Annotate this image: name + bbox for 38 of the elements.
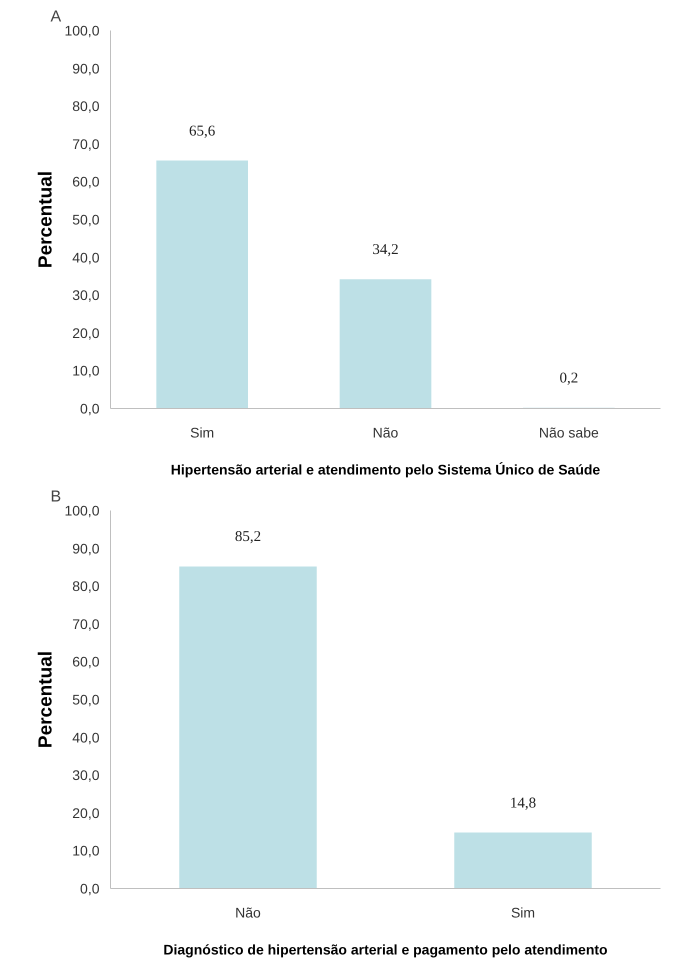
y-axis-title: Percentual [35, 650, 56, 748]
y-tick-label: 0,0 [80, 880, 100, 896]
y-tick-label: 60,0 [72, 174, 100, 190]
y-tick-label: 40,0 [72, 729, 100, 746]
y-tick-label: 20,0 [72, 324, 100, 341]
x-axis-title: Hipertensão arterial e atendimento pelo Sistema Único de Saúde [170, 462, 600, 478]
y-tick-label: 70,0 [72, 136, 100, 152]
data-label: 65,6 [189, 123, 216, 140]
x-tick-label: Não [372, 424, 399, 440]
x-tick-label: Não sabe [538, 424, 600, 440]
y-tick-label: 90,0 [72, 60, 100, 76]
y-tick-label: 50,0 [72, 692, 100, 708]
y-axis-title: Percentual [35, 170, 56, 268]
x-axis-title: Diagnóstico de hipertensão arterial e pagamento pelo atendimento [163, 942, 608, 958]
x-tick-label: Sim [510, 904, 536, 920]
y-tick-label: 100,0 [64, 502, 100, 518]
data-label: 0,2 [559, 370, 578, 387]
data-label: 85,2 [234, 529, 262, 546]
y-tick-label: 10,0 [72, 842, 100, 859]
data-label: 14,8 [510, 795, 536, 812]
y-tick-label: 10,0 [72, 362, 100, 379]
y-tick-label: 60,0 [72, 654, 100, 670]
y-tick-label: 20,0 [72, 804, 100, 821]
x-tick-label: Não [235, 904, 262, 920]
chart-title: A [50, 8, 62, 26]
y-tick-label: 100,0 [64, 22, 100, 38]
y-tick-label: 40,0 [72, 249, 100, 266]
chart-title: B [50, 488, 62, 506]
x-tick-label: Sim [190, 424, 214, 440]
y-tick-label: 0,0 [80, 400, 100, 416]
y-tick-label: 80,0 [72, 578, 100, 594]
y-tick-label: 80,0 [72, 98, 100, 114]
data-label: 34,2 [372, 242, 399, 258]
y-tick-label: 30,0 [72, 767, 100, 784]
y-tick-label: 30,0 [72, 287, 100, 304]
y-tick-label: 90,0 [72, 540, 100, 556]
y-tick-label: 50,0 [72, 212, 100, 228]
y-tick-label: 70,0 [72, 616, 100, 632]
